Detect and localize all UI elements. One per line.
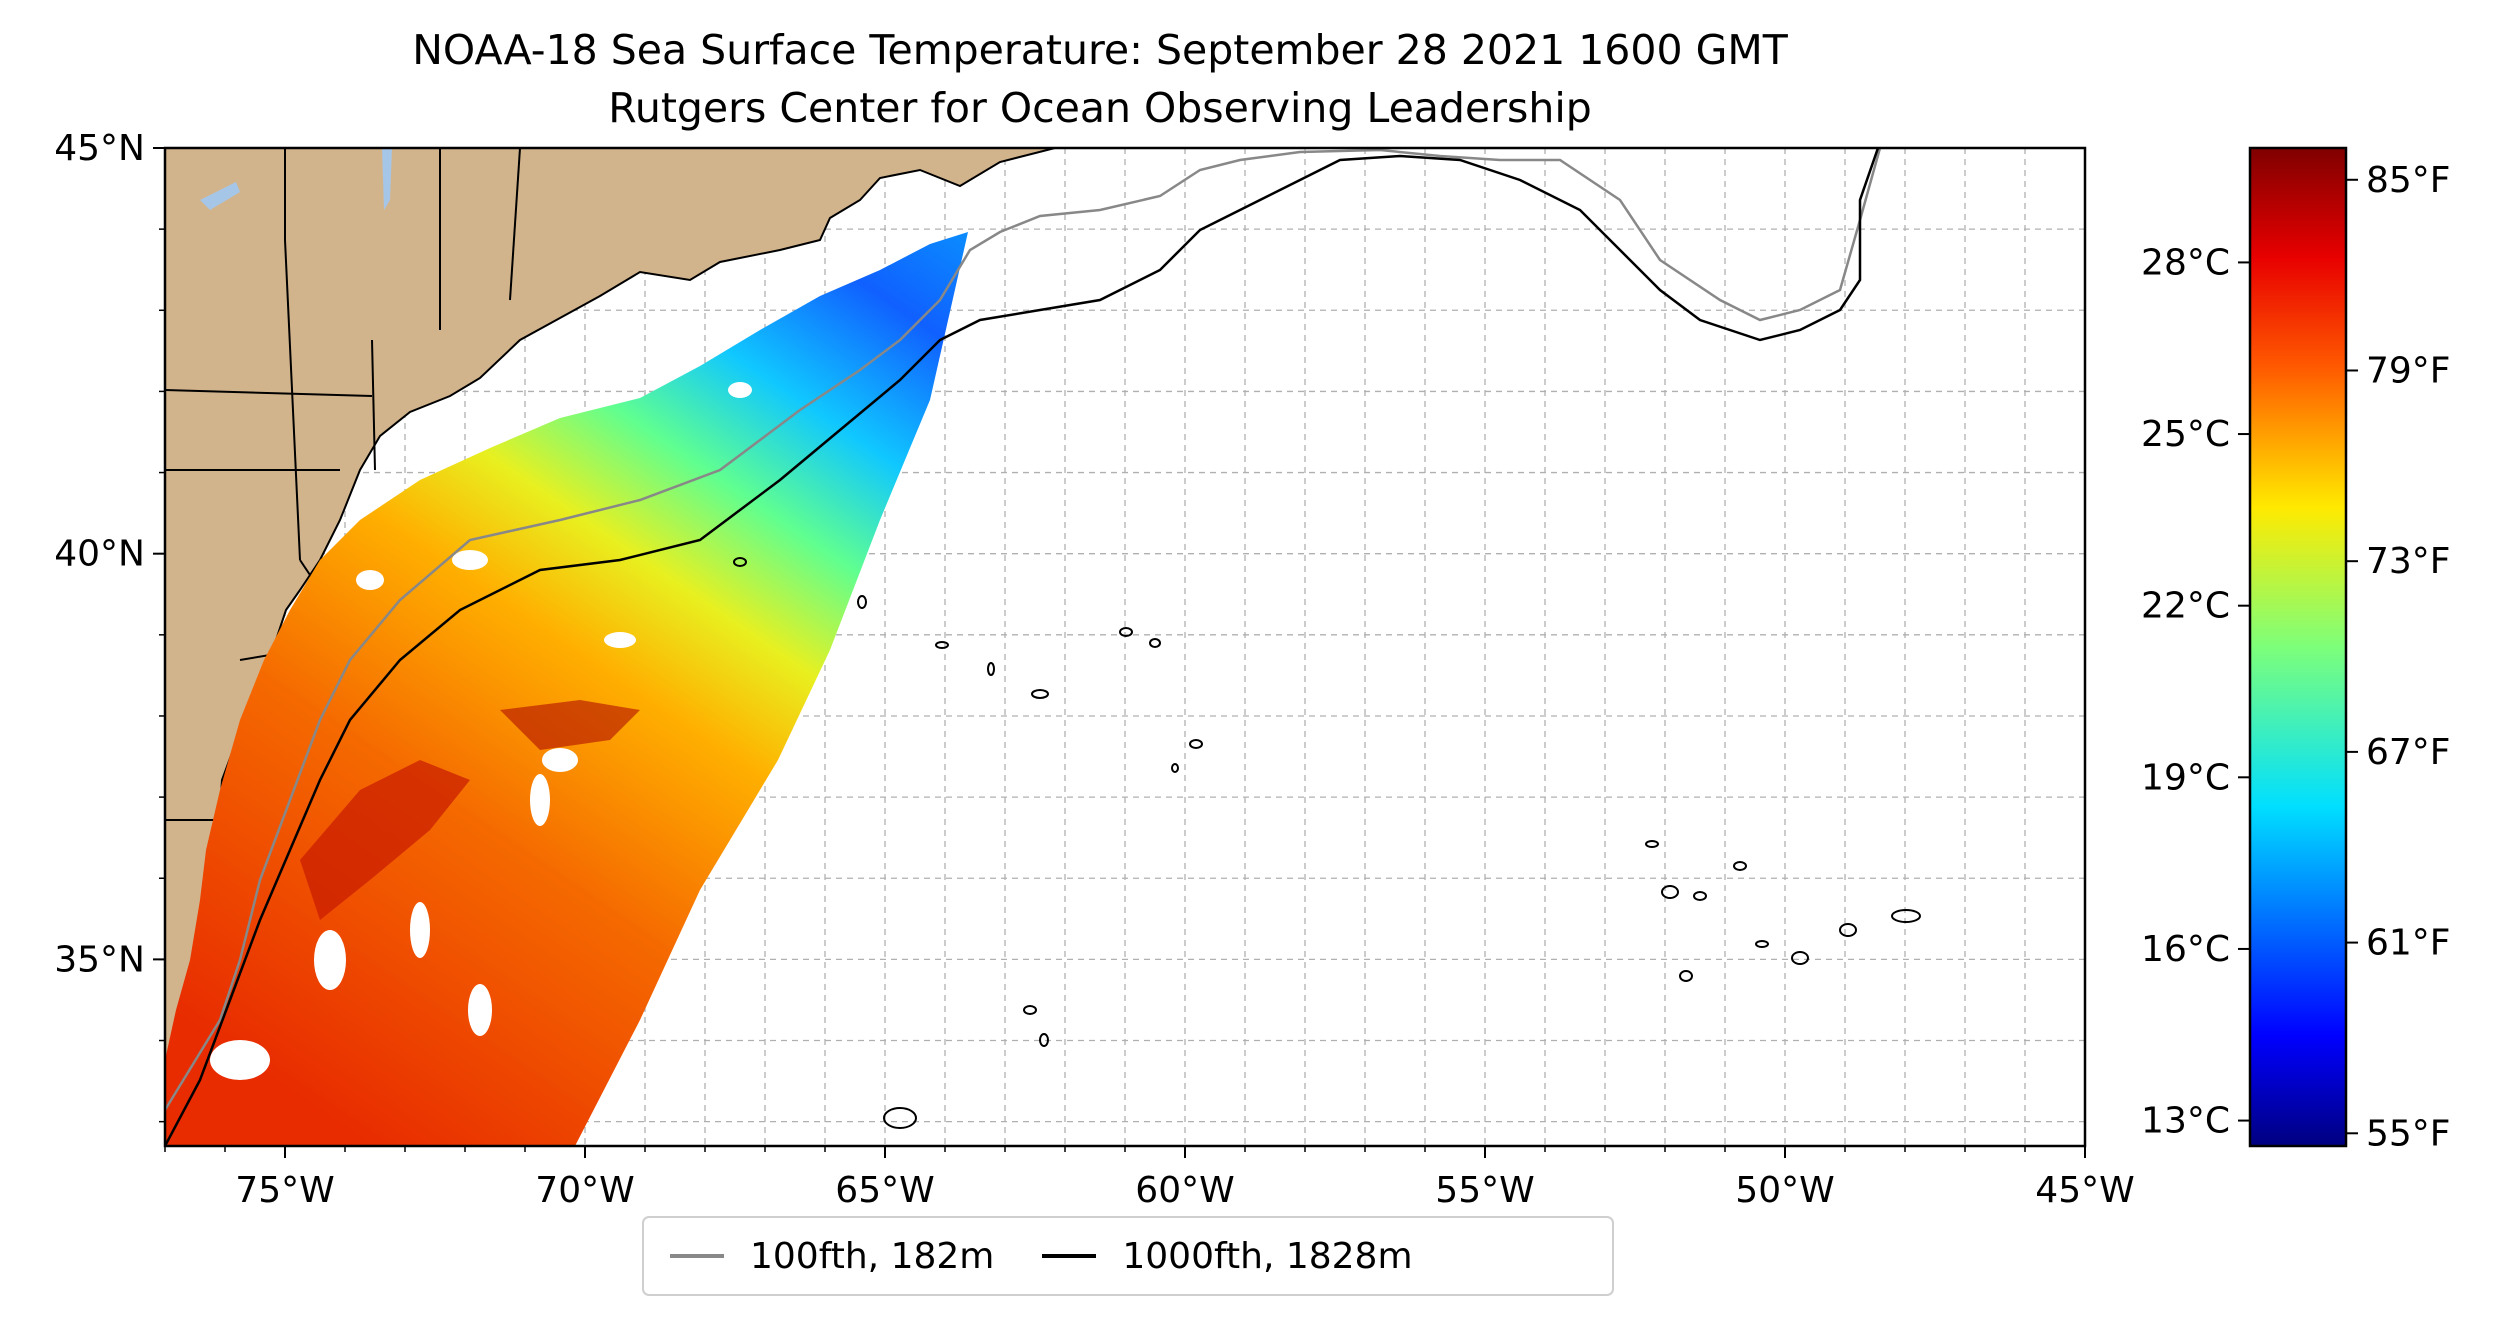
colorbar (2248, 146, 2348, 1148)
colorbar-c-label: 25°C (2141, 414, 2230, 455)
x-tick-label: 75°W (235, 1170, 334, 1211)
colorbar-c-label: 16°C (2141, 929, 2230, 970)
colorbar-c-label: 13°C (2141, 1101, 2230, 1142)
warm-eddy (300, 760, 470, 920)
warm-eddy (500, 700, 640, 750)
y-tick-label: 40°N (54, 534, 145, 575)
colorbar-celsius-ticks: 13°C 16°C 19°C 22°C 25°C 28°C (2141, 242, 2250, 1142)
chart-subtitle: Rutgers Center for Ocean Observing Leade… (608, 84, 1592, 132)
legend-swatch-black (1042, 1254, 1097, 1258)
x-tick-label: 65°W (835, 1170, 934, 1211)
colorbar-c-label: 19°C (2141, 757, 2230, 798)
colorbar-f-label: 73°F (2366, 541, 2451, 582)
chart-title: NOAA-18 Sea Surface Temperature: Septemb… (412, 26, 1788, 74)
contour-100fth (165, 148, 1882, 1111)
x-tick-label: 50°W (1735, 1170, 1834, 1211)
x-tick-label: 55°W (1435, 1170, 1534, 1211)
contour-1000fth (165, 148, 1880, 1146)
colorbar-f-label: 61°F (2366, 923, 2451, 964)
legend-swatch-gray (670, 1254, 724, 1258)
cloud-gaps (210, 382, 752, 1080)
y-tick-label: 45°N (54, 128, 145, 169)
x-tick-label: 45°W (2035, 1170, 2134, 1211)
colorbar-f-label: 79°F (2366, 350, 2451, 391)
lon-axis: 75°W 70°W 65°W 60°W 55°W 50°W 45°W (235, 1146, 2135, 1211)
y-tick-label: 35°N (54, 939, 145, 980)
legend-item-1000fth: 1000fth, 1828m (1042, 1235, 1413, 1277)
colorbar-f-label: 67°F (2366, 732, 2451, 773)
colorbar-c-label: 28°C (2141, 242, 2230, 283)
lake-shape (382, 148, 392, 210)
colorbar-f-label: 55°F (2366, 1113, 2451, 1154)
sst-swath (165, 232, 968, 1146)
minor-ticks (159, 147, 2086, 1152)
x-tick-label: 70°W (535, 1170, 634, 1211)
legend-item-100fth: 100fth, 182m (670, 1236, 994, 1277)
x-tick-label: 60°W (1135, 1170, 1234, 1211)
lat-axis: 45°N 40°N 35°N (54, 128, 165, 980)
legend-label: 100fth, 182m (750, 1235, 995, 1277)
lake-shape (200, 182, 240, 210)
colorbar-f-label: 85°F (2366, 160, 2451, 201)
colorbar-c-label: 22°C (2141, 586, 2230, 627)
legend-label: 1000fth, 1828m (1122, 1235, 1413, 1277)
colorbar-fahrenheit-ticks: 55°F 61°F 67°F 73°F 79°F 85°F (2346, 160, 2451, 1154)
island-outlines (733, 557, 1921, 1129)
legend: 100fth, 182m 1000fth, 1828m (642, 1216, 1614, 1296)
